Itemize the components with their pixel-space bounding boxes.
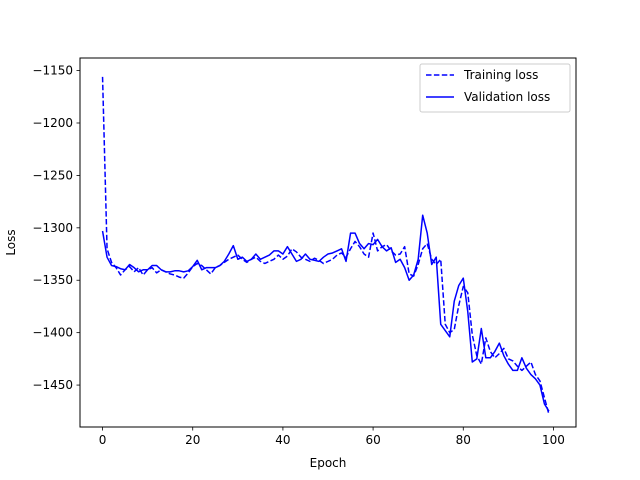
x-axis-label: Epoch [310, 456, 347, 470]
x-tick-label: 0 [99, 433, 107, 447]
axes-frame [79, 57, 577, 428]
series-line-validation [101, 214, 550, 412]
y-tick-label: −1200 [32, 116, 73, 130]
y-tick-label: −1250 [32, 168, 73, 182]
x-axis: 0 20 40 60 80 100 [99, 427, 565, 447]
y-tick-label: −1450 [32, 378, 73, 392]
plot-area [101, 76, 550, 415]
legend-box [419, 63, 571, 113]
legend: Training loss Validation loss [419, 63, 571, 113]
y-tick-label: −1150 [32, 64, 73, 78]
x-tick-label: 20 [185, 433, 200, 447]
legend-entry-validation: Validation loss [464, 90, 550, 104]
x-tick-label: 100 [542, 433, 565, 447]
y-tick-label: −1300 [32, 221, 73, 235]
x-tick-label: 80 [456, 433, 471, 447]
x-tick-label: 40 [275, 433, 290, 447]
legend-entry-training: Training loss [463, 68, 538, 82]
y-axis-label: Loss [4, 229, 18, 255]
x-tick-label: 60 [365, 433, 380, 447]
y-tick-label: −1350 [32, 273, 73, 287]
y-tick-label: −1400 [32, 326, 73, 340]
y-axis: −1150 −1200 −1250 −1300 −1350 −1400 −1450 [32, 64, 80, 392]
series-line-training [101, 76, 550, 415]
